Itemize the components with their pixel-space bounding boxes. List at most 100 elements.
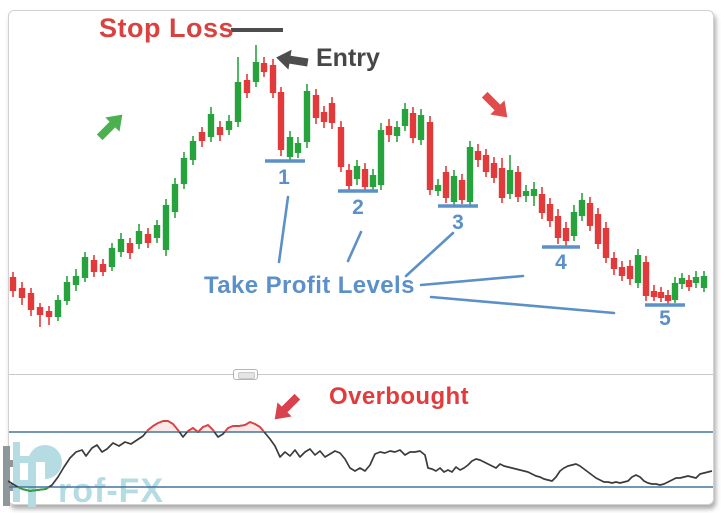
candle-body: [450, 176, 458, 202]
oscillator-panel: [7, 420, 713, 492]
candle-body: [252, 62, 260, 82]
oscillator-line-overbought-segment: [145, 420, 266, 432]
entry-arrow-icon: [276, 49, 309, 70]
candle-body: [642, 262, 650, 296]
chart-frame: [8, 10, 714, 505]
candle-body: [144, 234, 152, 243]
candle-body: [401, 109, 409, 126]
candle-body: [610, 258, 618, 269]
candle-body: [328, 103, 336, 123]
candle-body: [650, 291, 658, 297]
watermark-text: rof-FX: [58, 472, 165, 510]
candle-body: [81, 257, 89, 278]
candle-body: [337, 127, 345, 167]
candle-body: [490, 163, 498, 178]
annotations-layer: [96, 28, 685, 420]
candle-body: [417, 115, 425, 140]
candle-body: [90, 260, 98, 272]
candle-body: [657, 292, 665, 298]
candle-body: [570, 212, 578, 236]
candle-body: [36, 307, 44, 315]
candle-body: [385, 126, 393, 135]
uptrend-arrow-icon: [96, 114, 123, 141]
overbought-arrow-icon: [274, 393, 301, 420]
candle-body: [634, 255, 642, 283]
candlestick-series: [9, 45, 708, 327]
candle-body: [303, 91, 311, 142]
candle-body: [207, 114, 215, 137]
candle-body: [286, 137, 294, 157]
candle-body: [530, 189, 538, 196]
candle-body: [586, 203, 594, 226]
entry-label: Entry: [316, 44, 380, 72]
candle-body: [198, 132, 206, 141]
candle-body: [260, 63, 268, 72]
candle-body: [678, 278, 686, 284]
candle-body: [243, 80, 251, 93]
candle-body: [474, 151, 482, 160]
candle-body: [72, 276, 80, 285]
candle-body: [482, 155, 490, 172]
take-profit-connector-line-3: [404, 231, 455, 278]
candle-body: [506, 170, 514, 194]
candle-body: [664, 295, 672, 301]
take-profit-connector-line-2: [346, 230, 363, 263]
take-profit-level-5-number: 5: [659, 307, 671, 330]
candle-body: [294, 143, 302, 153]
take-profit-level-3-number: 3: [452, 211, 464, 234]
candle-body: [369, 175, 377, 187]
candle-body: [578, 200, 586, 216]
candle-body: [99, 264, 107, 272]
take-profit-connector-line-1: [277, 195, 290, 264]
candle-body: [685, 280, 693, 287]
candle-body: [602, 228, 610, 258]
candle-body: [618, 267, 626, 276]
candle-body: [180, 158, 188, 184]
candle-body: [162, 205, 170, 250]
candle-body: [514, 172, 522, 197]
candle-body: [171, 184, 179, 212]
candle-body: [54, 300, 62, 317]
candle-body: [312, 95, 320, 118]
candle-body: [458, 180, 466, 200]
candle-body: [393, 127, 401, 136]
candle-body: [9, 277, 17, 291]
candle-body: [345, 170, 353, 186]
splitter-grip: [238, 372, 255, 379]
candle-body: [409, 113, 417, 138]
candle-body: [108, 248, 116, 267]
oversold-fill: [18, 487, 49, 491]
candle-body: [671, 283, 679, 300]
candle-body: [498, 168, 506, 198]
panel-splitter-handle[interactable]: [233, 369, 258, 380]
candle-body: [538, 194, 546, 213]
candle-body: [546, 204, 554, 221]
panel-divider-line: [9, 374, 713, 375]
candle-body: [225, 121, 233, 130]
take-profit-level-4-number: 4: [555, 251, 567, 274]
candle-body: [692, 277, 700, 283]
candle-body: [277, 92, 285, 150]
take-profit-connector-line-4: [419, 274, 525, 287]
candle-body: [189, 141, 197, 160]
candle-body: [442, 172, 450, 198]
candle-body: [117, 239, 125, 252]
candle-body: [153, 225, 161, 238]
candle-body: [45, 311, 53, 317]
candle-body: [135, 231, 143, 244]
candle-body: [554, 216, 562, 238]
candle-body: [562, 228, 570, 241]
candle-body: [320, 112, 328, 122]
candle-body: [18, 288, 26, 298]
take-profit-levels-label: Take Profit Levels: [204, 272, 415, 299]
downtrend-arrow-icon: [481, 91, 508, 118]
candle-body: [353, 166, 361, 179]
candle-body: [626, 266, 634, 279]
candle-body: [434, 185, 442, 191]
candle-body: [426, 122, 434, 190]
candle-body: [126, 243, 134, 253]
stop-loss-label: Stop Loss: [99, 13, 235, 43]
candle-body: [63, 282, 71, 301]
take-profit-level-2-number: 2: [352, 196, 364, 219]
